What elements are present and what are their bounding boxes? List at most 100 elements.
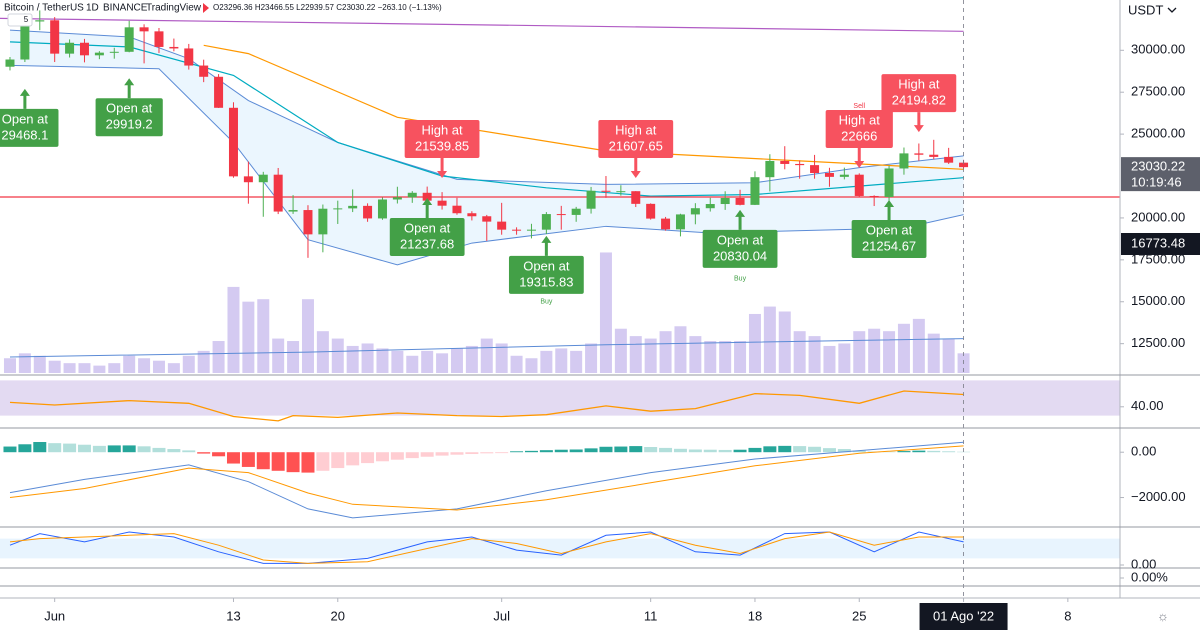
annotation-text: Open at bbox=[404, 220, 451, 235]
candle-body bbox=[214, 76, 224, 108]
macd-histogram bbox=[197, 452, 211, 454]
volume-bar bbox=[450, 348, 463, 373]
candle-body bbox=[929, 154, 939, 157]
macd-histogram bbox=[942, 451, 956, 453]
annotation-box bbox=[404, 120, 480, 159]
rsi-line bbox=[9, 390, 964, 422]
volume-bar bbox=[391, 350, 404, 373]
macd-histogram bbox=[405, 452, 419, 459]
annotation-text: Open at bbox=[866, 222, 913, 237]
macd-histogram bbox=[748, 447, 762, 453]
header: Bitcoin / TetherUS 1D BINANCE TradingVie… bbox=[4, 3, 442, 27]
candle-body bbox=[437, 200, 447, 206]
candle-body bbox=[839, 174, 849, 177]
annotation-box bbox=[851, 219, 927, 258]
moving-average bbox=[0, 17, 964, 32]
annotation-arrow bbox=[913, 112, 924, 133]
candle-body bbox=[854, 174, 864, 196]
macd-histogram bbox=[584, 448, 598, 453]
macd-histogram bbox=[286, 452, 300, 473]
candle-body bbox=[288, 210, 298, 212]
candle-body bbox=[79, 42, 89, 56]
candle-body bbox=[482, 216, 492, 222]
macd-histogram bbox=[629, 446, 643, 453]
macd-histogram bbox=[614, 446, 628, 453]
macd-histogram bbox=[63, 443, 77, 453]
candle-body bbox=[258, 174, 268, 183]
settings-icon[interactable]: ☼ bbox=[1157, 608, 1169, 623]
candle-body bbox=[780, 160, 790, 164]
candle-body bbox=[586, 190, 596, 209]
macd-histogram bbox=[778, 445, 792, 453]
annotation-arrow bbox=[541, 235, 552, 256]
last-price: 23030.22 bbox=[1131, 159, 1185, 174]
candle-body bbox=[422, 192, 432, 201]
signal-label: Buy bbox=[734, 276, 747, 283]
macd-histogram bbox=[569, 449, 583, 453]
macd-signal bbox=[9, 445, 964, 511]
moving-average bbox=[9, 41, 964, 197]
volume-bar bbox=[540, 350, 553, 373]
volume-bar bbox=[331, 338, 344, 373]
candle-body bbox=[556, 214, 566, 216]
macd-histogram bbox=[718, 449, 732, 453]
annotation-text: High at bbox=[898, 77, 940, 92]
candle-body bbox=[690, 208, 700, 215]
y-tick-label: −2000.00 bbox=[1131, 489, 1186, 504]
volume-bar bbox=[123, 355, 136, 373]
volume-bar bbox=[108, 363, 121, 373]
volume-bar bbox=[212, 341, 225, 373]
candle-body bbox=[452, 205, 462, 214]
candle-body bbox=[407, 192, 417, 198]
macd-histogram bbox=[659, 447, 673, 453]
macd-histogram bbox=[554, 449, 568, 453]
annotation-arrow bbox=[884, 199, 895, 220]
candle-body bbox=[124, 27, 134, 52]
candle-body bbox=[50, 20, 60, 54]
candle-body bbox=[735, 197, 745, 205]
x-tick-label: 25 bbox=[852, 608, 866, 623]
volume-bar bbox=[868, 328, 881, 373]
indicator-count[interactable]: 5 bbox=[24, 15, 29, 24]
macd-histogram bbox=[733, 449, 747, 453]
volume-bar bbox=[674, 326, 687, 373]
volume-bar bbox=[734, 341, 747, 373]
volume-bar bbox=[525, 358, 538, 373]
volume-bar bbox=[853, 331, 866, 373]
y-tick-label: 25000.00 bbox=[1131, 126, 1185, 141]
candle-body bbox=[824, 173, 834, 177]
macd-histogram bbox=[644, 446, 658, 453]
volume-bar bbox=[33, 355, 46, 373]
candle-body bbox=[94, 52, 104, 56]
annotation-text: High at bbox=[421, 122, 463, 137]
macd-histogram bbox=[822, 448, 836, 453]
candle-body bbox=[377, 199, 387, 219]
annotation-arrow bbox=[630, 158, 641, 179]
macd-histogram bbox=[301, 452, 315, 473]
volume-bar bbox=[823, 345, 836, 373]
volume-bar bbox=[510, 355, 523, 373]
annotation-arrow bbox=[437, 158, 448, 179]
exchange: BINANCE bbox=[103, 3, 148, 14]
annotation-text: High at bbox=[839, 112, 881, 127]
stoch-band bbox=[0, 538, 1120, 559]
annotation-text: 29919.2 bbox=[106, 117, 153, 132]
candle-body bbox=[392, 197, 402, 200]
candle-body bbox=[795, 163, 805, 166]
macd-histogram bbox=[763, 446, 777, 453]
macd-histogram bbox=[539, 450, 553, 453]
annotation-box bbox=[881, 74, 957, 113]
macd-histogram bbox=[152, 447, 166, 453]
annotation-text: Open at bbox=[523, 258, 570, 273]
candle-body bbox=[348, 205, 358, 209]
annotation-arrow bbox=[735, 209, 746, 230]
volume-bar bbox=[585, 343, 598, 373]
candle-body bbox=[512, 229, 522, 231]
annotation-text: 22666 bbox=[841, 128, 877, 143]
indicator-toggle[interactable] bbox=[7, 13, 33, 27]
volume-bar bbox=[704, 341, 717, 373]
y-tick-label: 15000.00 bbox=[1131, 293, 1185, 308]
candle-body bbox=[944, 156, 954, 163]
